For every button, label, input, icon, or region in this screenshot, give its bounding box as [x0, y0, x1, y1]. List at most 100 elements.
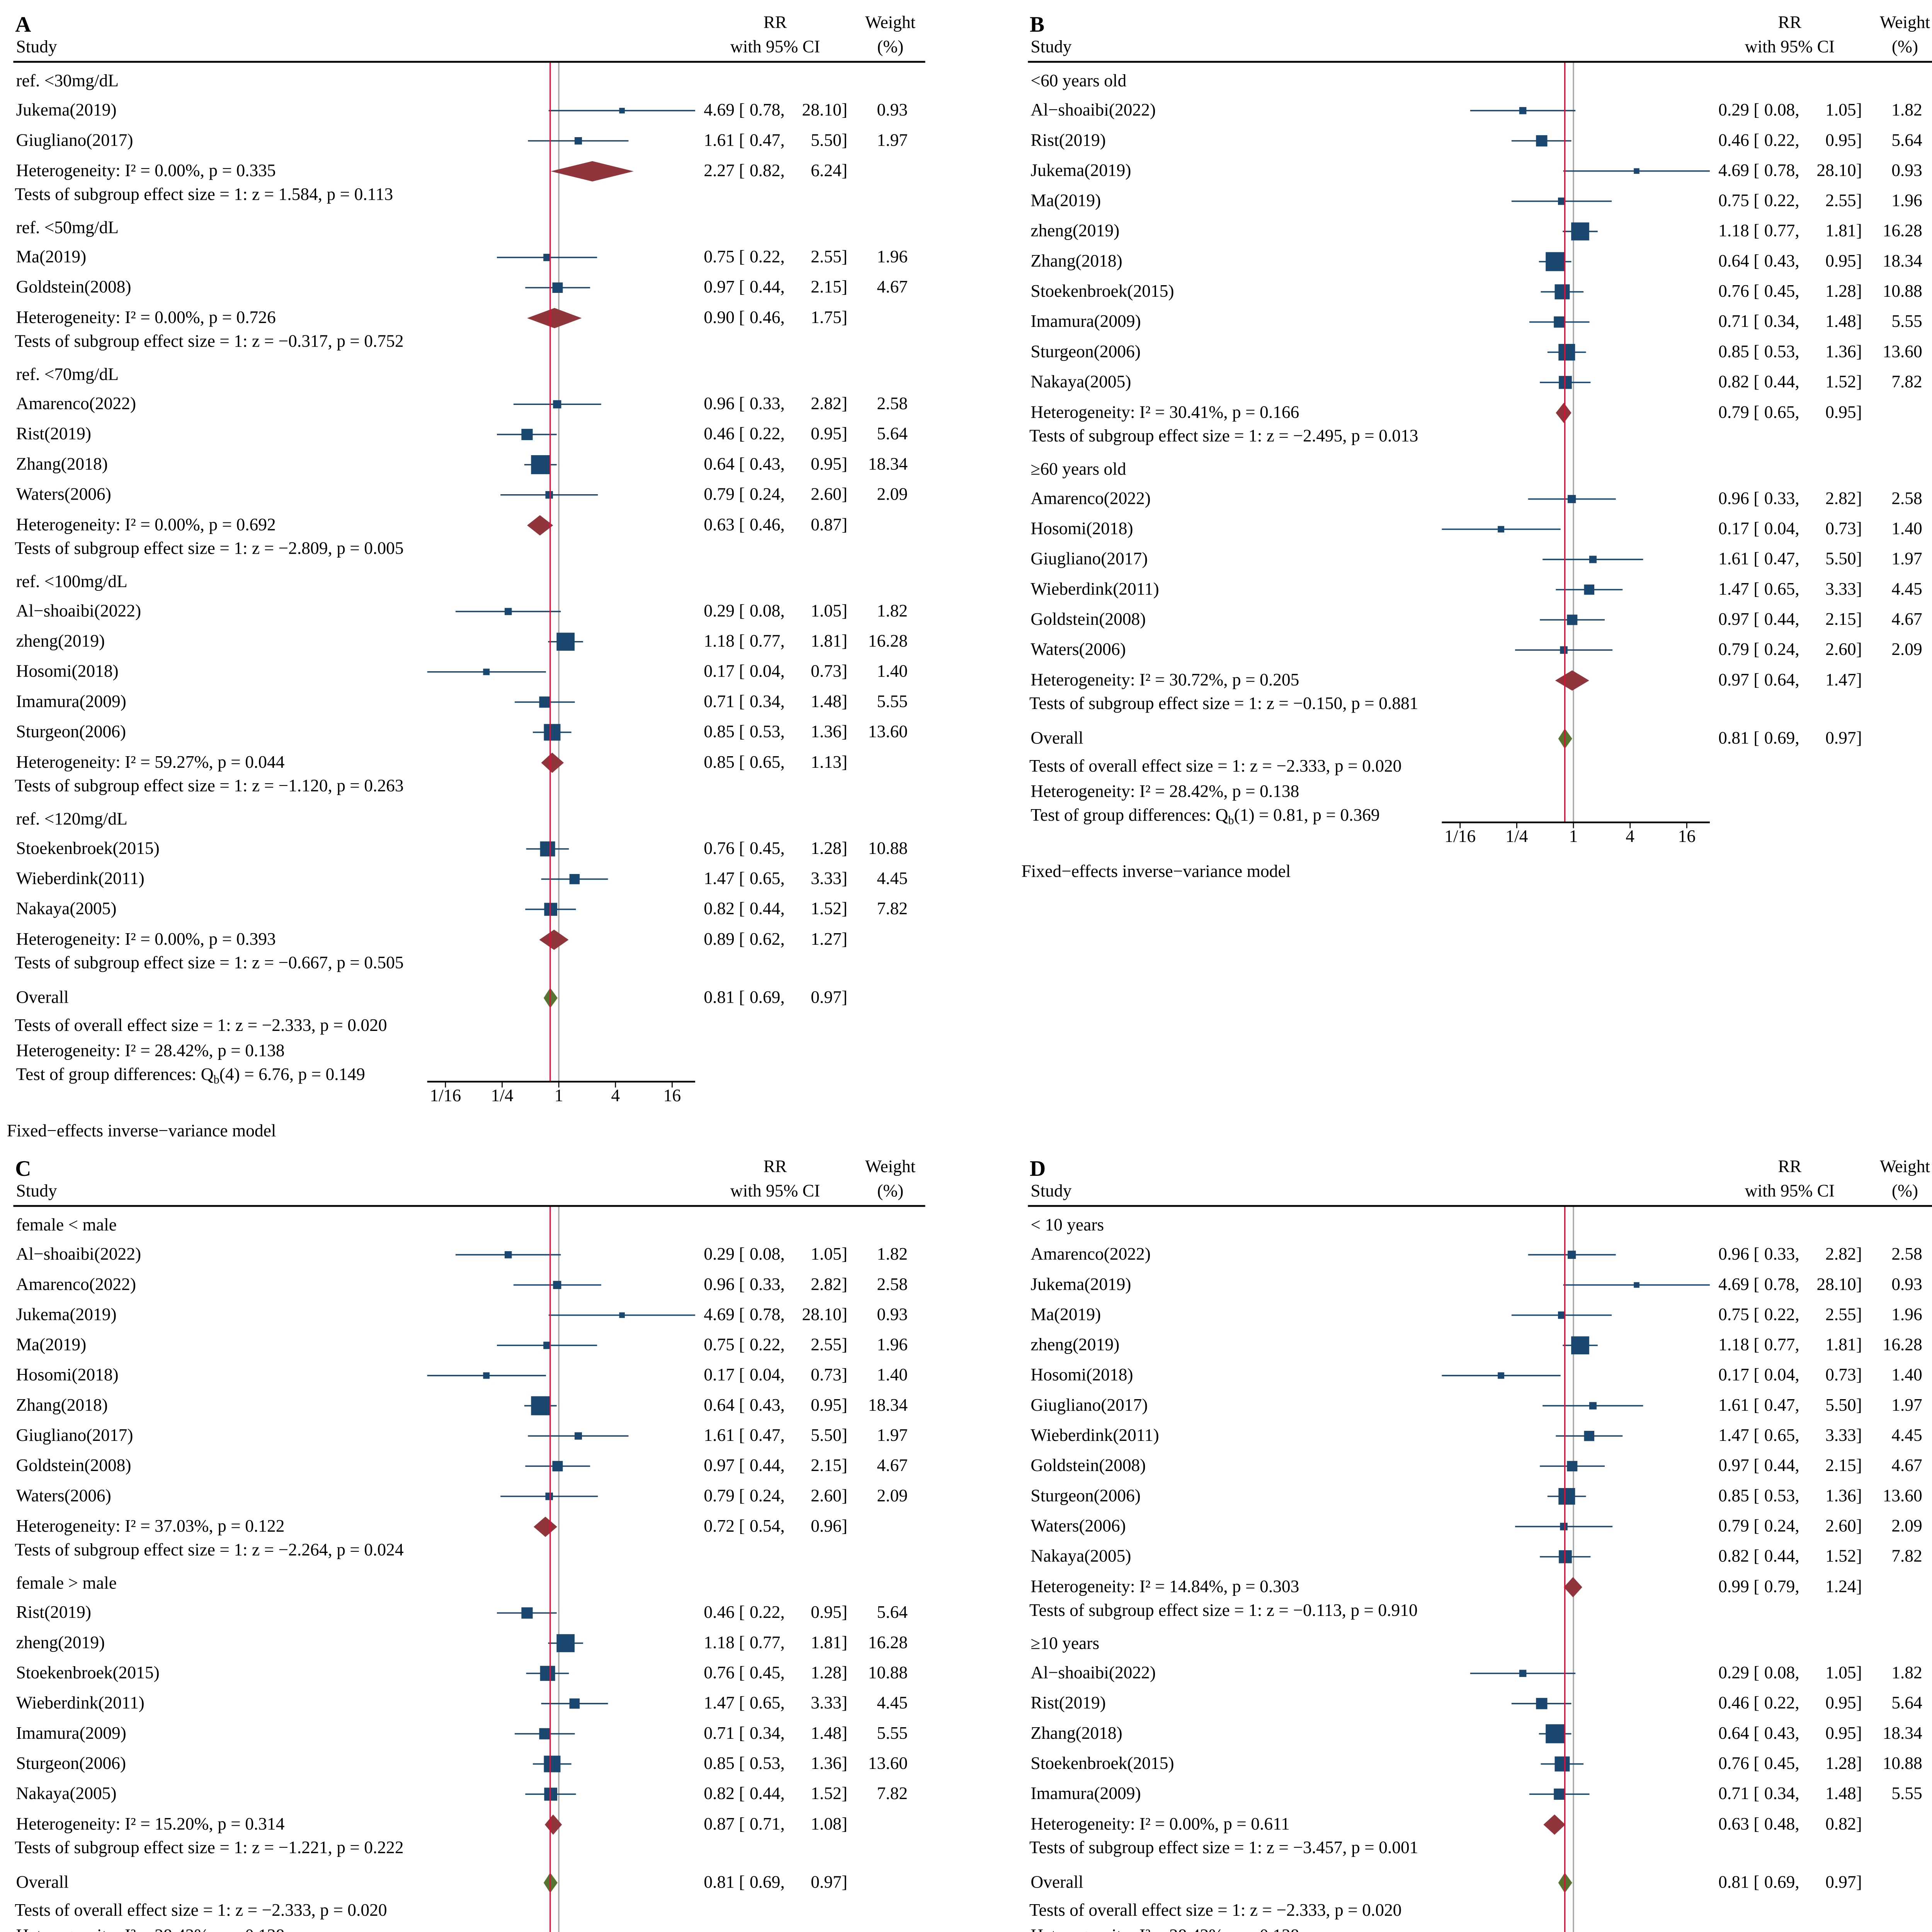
ci-separator: ,	[1795, 1723, 1799, 1743]
ci-open-bracket: [	[739, 1516, 745, 1536]
header-study: Study	[16, 37, 57, 56]
study-ci-upper: 1.48	[811, 691, 842, 711]
study-ci-upper: 2.82	[811, 1274, 842, 1294]
study-weight: 1.97	[1891, 1395, 1922, 1415]
ci-separator: ,	[781, 1365, 785, 1384]
ci-separator: ,	[781, 1783, 785, 1803]
ci-open-bracket: [	[739, 1814, 745, 1833]
study-row: Ma(2019) 0.75[0.22, 2.55] 1.96	[1031, 190, 1922, 210]
study-ci-lower: 0.04	[1764, 1365, 1795, 1384]
study-ci-lower: 0.45	[750, 838, 781, 858]
study-effect-square	[1546, 1724, 1565, 1743]
study-weight: 1.82	[1891, 100, 1922, 119]
subgroup-effect-test: Tests of subgroup effect size = 1: z = −…	[15, 538, 404, 558]
study-ci-lower: 0.22	[1764, 190, 1795, 210]
study-ci-lower: 0.44	[750, 898, 781, 918]
study-row: Ma(2019) 0.75[0.22, 2.55] 1.96	[1031, 1304, 1922, 1324]
subgroup-diamond	[527, 515, 553, 536]
ci-separator: ,	[1795, 579, 1799, 599]
study-row: Wieberdink(2011) 1.47[0.65, 3.33] 4.45	[16, 868, 907, 888]
study-rr-value: 0.64	[704, 454, 735, 473]
study-weight: 13.60	[868, 1753, 908, 1773]
study-row: Rist(2019) 0.46[0.22, 0.95] 5.64	[16, 1602, 908, 1622]
study-ci-upper: 1.81	[1825, 1335, 1856, 1354]
study-ci-upper: 1.05	[811, 600, 842, 620]
study-name: Ma(2019)	[1031, 1304, 1101, 1324]
study-ci-lower: 0.65	[750, 868, 781, 888]
subgroup-label: ≥60 years old	[1031, 459, 1126, 479]
header-weight-unit: (%)	[877, 1181, 903, 1201]
study-ci-upper: 5.50	[1825, 1395, 1856, 1415]
study-rr-value: 0.76	[704, 1662, 735, 1682]
ci-open-bracket: [	[1753, 549, 1759, 568]
study-rr-value: 0.64	[1718, 1723, 1749, 1743]
study-row: Al−shoaibi(2022) 0.29[0.08, 1.05] 1.82	[16, 600, 907, 620]
study-rr-value: 0.79	[704, 1485, 735, 1505]
study-row: Rist(2019) 0.46[0.22, 0.95] 5.64	[16, 423, 908, 443]
ci-open-bracket: [	[739, 1365, 745, 1384]
study-ci-lower: 0.24	[750, 484, 781, 504]
ci-open-bracket: [	[739, 1783, 745, 1803]
study-effect-square	[1519, 1670, 1527, 1677]
ci-close-bracket: ]	[842, 277, 847, 296]
overall-label: Overall	[1031, 728, 1083, 747]
study-effect-square	[483, 1372, 490, 1379]
study-rr-value: 1.18	[1718, 1335, 1749, 1354]
study-ci-lower: 0.65	[1764, 579, 1795, 599]
ci-open-bracket: [	[739, 1274, 745, 1294]
study-weight: 2.09	[1891, 639, 1922, 659]
ci-close-bracket: ]	[842, 1455, 847, 1475]
ci-close-bracket: ]	[842, 514, 847, 534]
study-effect-square	[1589, 556, 1597, 563]
study-rr-value: 0.96	[704, 1274, 735, 1294]
overall-ci-lower: 0.69	[750, 987, 781, 1007]
ci-open-bracket: [	[1753, 100, 1759, 119]
study-name: Amarenco(2022)	[1031, 1244, 1151, 1264]
study-weight: 10.88	[1883, 1753, 1922, 1773]
subgroup-heterogeneity: Heterogeneity: I² = 0.00%, p = 0.393	[16, 929, 276, 949]
ci-separator: ,	[781, 1723, 785, 1743]
study-name: Stoekenbroek(2015)	[1031, 281, 1174, 301]
ci-close-bracket: ]	[842, 661, 847, 681]
subgroup-heterogeneity: Heterogeneity: I² = 0.00%, p = 0.692	[16, 514, 276, 534]
study-name: Nakaya(2005)	[1031, 371, 1131, 391]
study-rr-value: 0.82	[1718, 371, 1749, 391]
study-weight: 18.34	[868, 1395, 908, 1415]
ci-open-bracket: [	[1753, 1455, 1759, 1475]
study-rr-value: 0.96	[704, 393, 735, 413]
study-ci-lower: 0.08	[750, 600, 781, 620]
study-effect-square	[1558, 1311, 1566, 1319]
study-row: Imamura(2009) 0.71[0.34, 1.48] 5.55	[16, 691, 907, 711]
study-name: Nakaya(2005)	[16, 1783, 116, 1803]
study-effect-square	[504, 608, 512, 615]
ci-close-bracket: ]	[1856, 1244, 1862, 1264]
study-effect-square	[1546, 252, 1565, 271]
study-ci-lower: 0.53	[1764, 341, 1795, 361]
study-ci-lower: 0.44	[1764, 371, 1795, 391]
overall-label: Overall	[1031, 1872, 1083, 1891]
study-effect-square	[504, 1251, 512, 1259]
study-ci-upper: 1.28	[1825, 281, 1856, 301]
ci-open-bracket: [	[1753, 609, 1759, 629]
study-weight: 1.82	[1891, 1662, 1922, 1682]
study-rr-value: 0.82	[704, 1783, 735, 1803]
overall-effect-test: Tests of overall effect size = 1: z = −2…	[1029, 1900, 1401, 1920]
study-rr-value: 1.61	[704, 1425, 735, 1445]
subgroup-diamond	[1543, 1814, 1566, 1835]
x-tick-label: 4	[611, 1085, 620, 1105]
study-row: Nakaya(2005) 0.82[0.44, 1.52] 7.82	[1031, 1546, 1922, 1566]
study-rr-value: 0.85	[1718, 341, 1749, 361]
ci-open-bracket: [	[1753, 728, 1759, 747]
x-tick-label: 16	[663, 1085, 681, 1105]
subgroup-effect-test: Tests of subgroup effect size = 1: z = −…	[15, 331, 404, 350]
study-weight: 18.34	[868, 454, 908, 473]
study-name: Giugliano(2017)	[1031, 549, 1148, 568]
model-footnote: Fixed−effects inverse−variance model	[7, 1121, 276, 1140]
overall-label: Overall	[16, 987, 68, 1007]
study-ci-upper: 1.48	[1825, 1783, 1856, 1803]
subgroup-ci-upper: 1.75	[811, 307, 842, 327]
study-ci-upper: 2.15	[811, 277, 842, 296]
ci-open-bracket: [	[1753, 1576, 1759, 1596]
ci-open-bracket: [	[1753, 1872, 1759, 1891]
ci-close-bracket: ]	[842, 484, 847, 504]
